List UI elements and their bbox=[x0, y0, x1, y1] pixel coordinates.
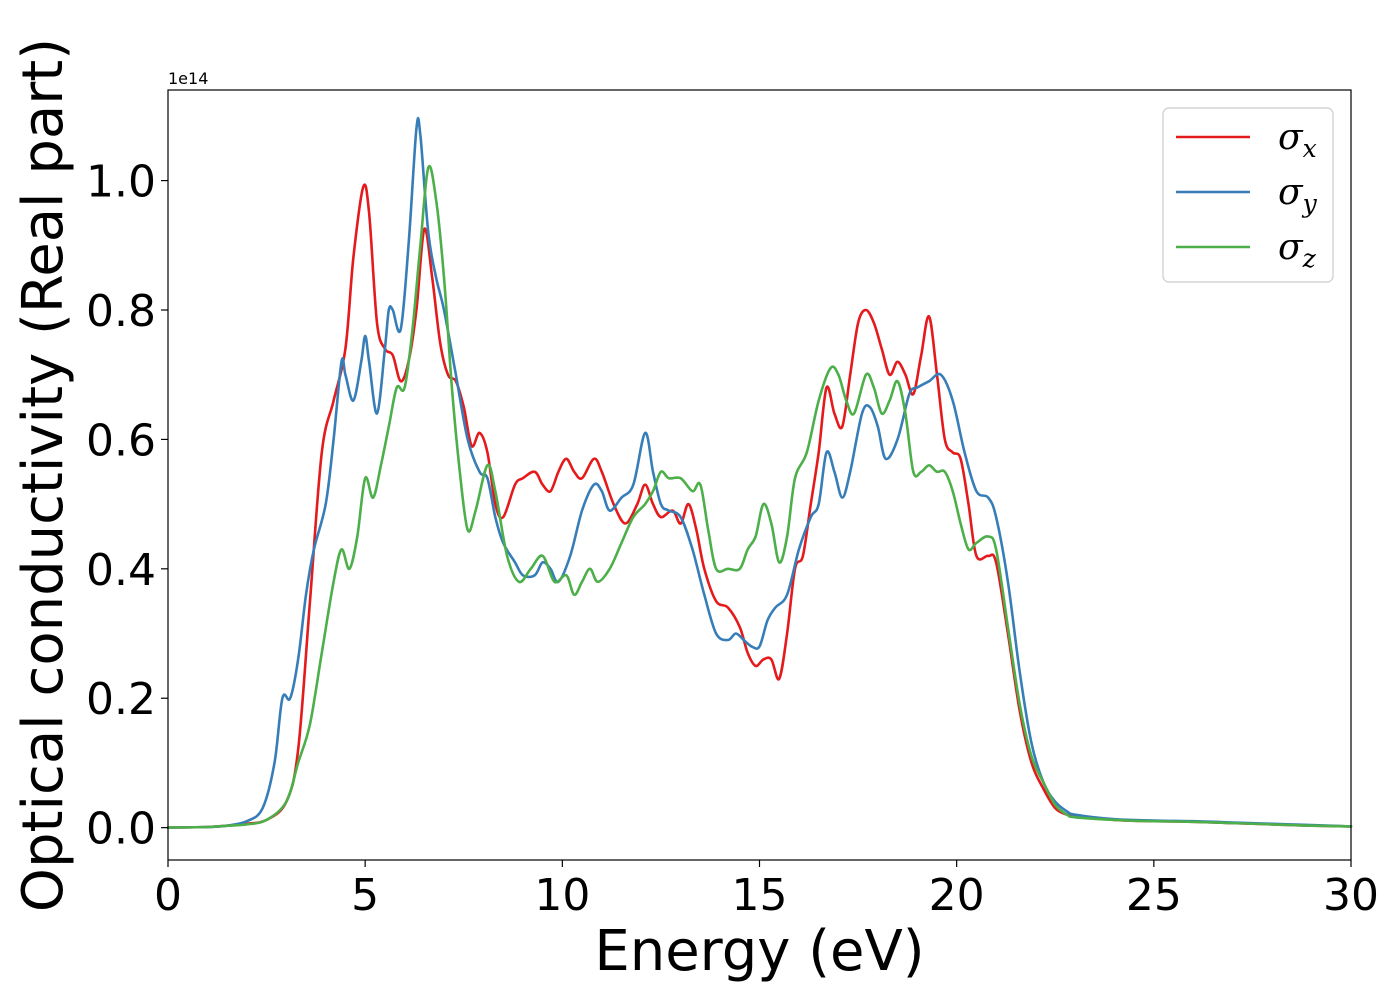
x-tick-label: 10 bbox=[534, 870, 590, 921]
y-tick-label: 0.8 bbox=[86, 286, 156, 337]
y-axis-label: Optical conductivity (Real part) bbox=[11, 38, 76, 912]
legend-label-y: σy bbox=[1278, 172, 1318, 218]
x-tick-label: 25 bbox=[1126, 870, 1182, 921]
x-tick-label: 30 bbox=[1323, 870, 1379, 921]
y-tick-label: 0.4 bbox=[86, 545, 156, 596]
legend-frame bbox=[1162, 107, 1334, 283]
y-tick-label: 0.0 bbox=[86, 804, 156, 855]
legend-label-x: σx bbox=[1278, 117, 1317, 163]
x-tick-label: 15 bbox=[732, 870, 788, 921]
plot-area bbox=[168, 90, 1351, 860]
x-tick-label: 0 bbox=[154, 870, 182, 921]
x-axis-label: Energy (eV) bbox=[594, 919, 924, 984]
y-offset-label: 1e14 bbox=[168, 69, 208, 88]
y-tick-label: 0.6 bbox=[86, 415, 156, 466]
series-layer bbox=[166, 116, 1353, 829]
x-tick-label: 5 bbox=[351, 870, 379, 921]
y-tick-label: 0.2 bbox=[86, 674, 156, 725]
series-line-x bbox=[166, 183, 1353, 829]
legend-label-z: σz bbox=[1278, 227, 1317, 273]
legend: σx σy σz bbox=[1162, 107, 1334, 283]
x-tick-label: 20 bbox=[929, 870, 985, 921]
series-line-z bbox=[166, 164, 1353, 829]
y-tick-label: 1.0 bbox=[86, 157, 156, 208]
x-axis: 0 5 10 15 20 25 30 bbox=[154, 860, 1379, 921]
series-line-y bbox=[166, 116, 1353, 829]
y-axis: 0.0 0.2 0.4 0.6 0.8 1.0 bbox=[86, 157, 168, 855]
